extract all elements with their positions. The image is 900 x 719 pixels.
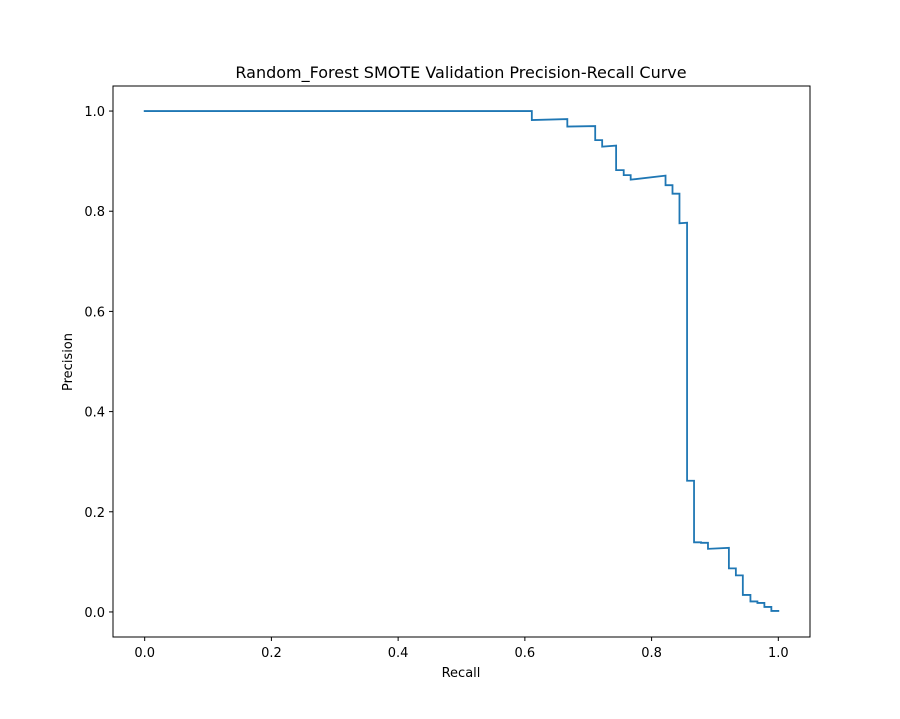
plot-frame [112,85,811,638]
series-line-0 [143,110,780,612]
y-axis: 0.0 0.2 0.4 0.6 0.8 1.0 [84,105,113,621]
x-tick-label: 0.2 [261,646,282,661]
x-tick-label: 0.6 [515,646,536,661]
y-tick-label: 0.2 [84,506,105,521]
y-axis-label: Precision [61,333,76,391]
plot-area [112,85,811,638]
x-tick-label: 0.4 [388,646,409,661]
x-axis: 0.0 0.2 0.4 0.6 0.8 1.0 [134,637,789,661]
x-axis-label: Recall [442,666,481,681]
y-tick-label: 0.4 [84,406,105,421]
chart-title: Random_Forest SMOTE Validation Precision… [235,63,686,83]
x-tick-label: 1.0 [768,646,789,661]
y-tick-label: 1.0 [84,105,105,120]
y-tick-label: 0.0 [84,606,105,621]
x-tick-label: 0.0 [134,646,155,661]
y-tick-label: 0.8 [84,205,105,220]
y-tick-label: 0.6 [84,305,105,320]
x-tick-label: 0.8 [641,646,662,661]
